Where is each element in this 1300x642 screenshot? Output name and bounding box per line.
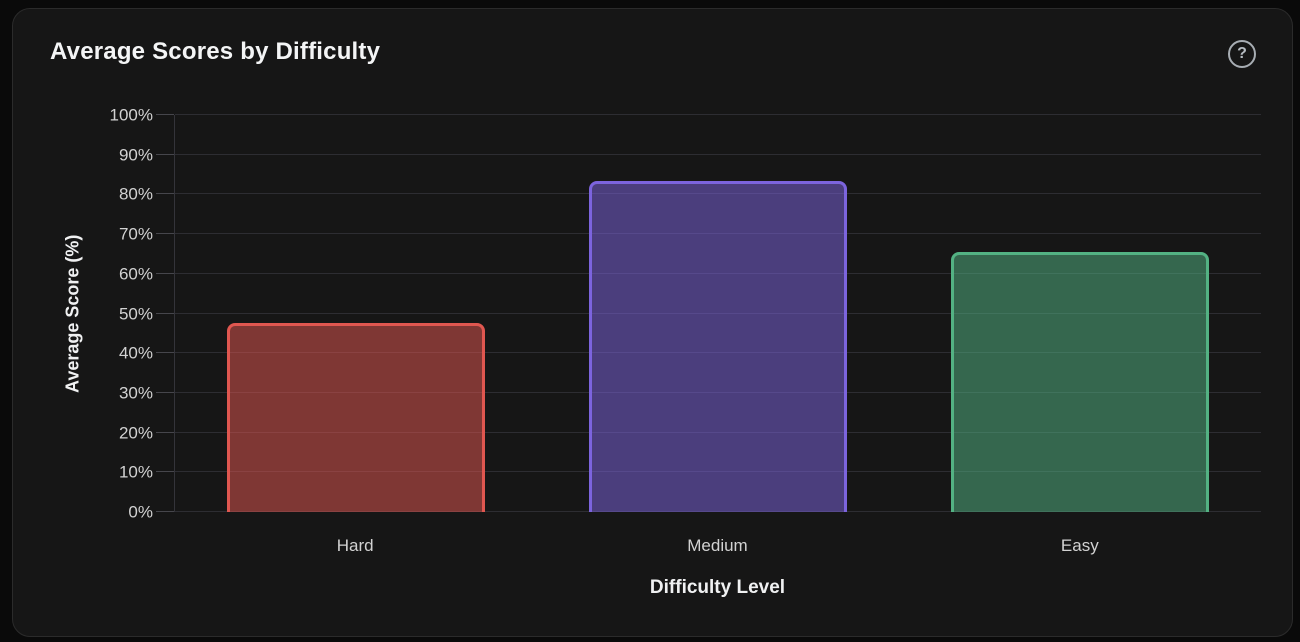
y-tick-mark — [156, 153, 174, 155]
y-tick-mark — [156, 511, 174, 512]
y-tick-label: 90% — [118, 145, 153, 165]
y-tick-label: 60% — [118, 264, 153, 284]
y-tick-mark — [156, 431, 174, 433]
y-tick-mark — [156, 471, 174, 473]
y-tick-label: 40% — [118, 343, 153, 363]
bar-medium[interactable] — [589, 180, 847, 512]
chart-card: Average Scores by Difficulty ? Average S… — [12, 8, 1293, 637]
y-tick-label: 30% — [118, 383, 153, 403]
gridline — [175, 114, 1261, 115]
y-axis-tick-marks — [156, 114, 174, 512]
y-tick-label: 10% — [118, 462, 153, 482]
bar-slot-easy — [899, 115, 1261, 512]
bars-row — [175, 115, 1261, 512]
bar-slot-medium — [537, 115, 899, 512]
y-tick-label: 100% — [109, 105, 153, 125]
x-tick-label-easy: Easy — [1060, 536, 1099, 555]
y-tick-label: 70% — [118, 224, 153, 244]
y-tick-mark — [156, 233, 174, 235]
bar-hard[interactable] — [227, 323, 485, 512]
chart-title: Average Scores by Difficulty — [50, 38, 381, 65]
y-tick-mark — [156, 312, 174, 314]
y-tick-label: 80% — [118, 184, 153, 204]
gridline — [175, 153, 1261, 155]
y-tick-mark — [156, 272, 174, 274]
y-tick-mark — [156, 391, 174, 393]
y-tick-label: 50% — [118, 304, 153, 323]
bar-easy[interactable] — [951, 251, 1209, 512]
y-tick-mark — [156, 352, 174, 354]
plot-area[interactable] — [174, 114, 1261, 512]
y-tick-label: 0% — [128, 502, 153, 522]
x-axis-title: Difficulty Level — [649, 577, 786, 598]
help-icon[interactable]: ? — [1228, 40, 1256, 68]
y-tick-mark — [156, 114, 174, 115]
y-axis-tick-labels: 0% 10% 20% 30% 40% 50% 60% 70% 80% 90% 100% — [13, 107, 153, 521]
x-axis-tick-labels: Hard Medium Easy — [174, 536, 1261, 556]
y-tick-mark — [156, 193, 174, 195]
y-tick-label: 20% — [118, 423, 153, 443]
x-tick-label-medium: Medium — [687, 536, 748, 555]
x-tick-label-hard: Hard — [336, 536, 374, 555]
bar-slot-hard — [175, 115, 537, 512]
